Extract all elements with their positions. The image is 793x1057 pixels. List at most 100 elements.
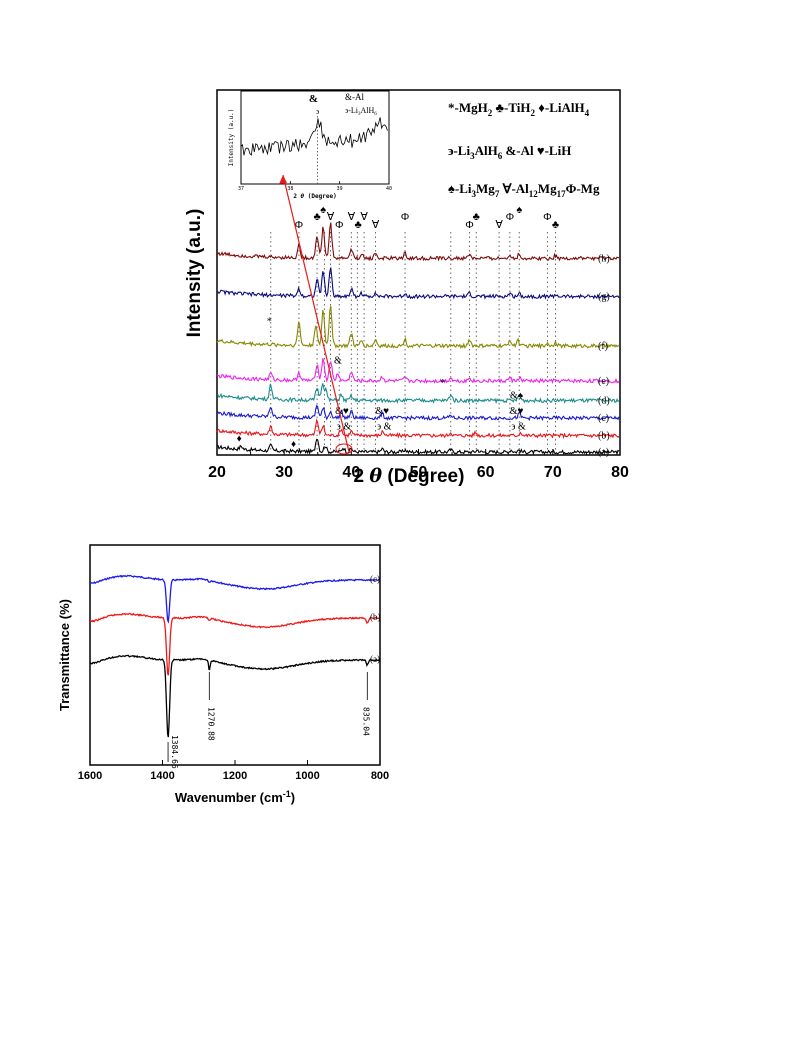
inset-series-line (240, 117, 388, 156)
xrd-legend-subscript: 3 (472, 189, 477, 199)
inset-peak-marker-amp: & (309, 93, 318, 105)
xrd-peak-marker: Φ (295, 219, 303, 231)
ftir-y-axis-label: Transmittance (%) (57, 599, 72, 711)
ftir-peak-label: 1270.88 (206, 707, 215, 741)
inset-legend-al: &-Al (345, 92, 364, 102)
xrd-legend-line: ♠-Li3Mg7 ∀-Al12Mg17Φ-Mg (448, 181, 600, 199)
inset-peak-marker-ref: ϶ (316, 107, 319, 116)
xrd-peak-marker: ∀ (372, 219, 380, 231)
ftir-series-line (89, 612, 381, 676)
inset-arrow-head (279, 175, 287, 184)
xrd-peak-marker: Φ (543, 211, 551, 223)
ftir-series-label: (b) (370, 612, 381, 622)
xrd-x-axis-label: 2 θ (Degree) (354, 465, 465, 487)
xrd-peak-marker: ♦ (237, 434, 242, 445)
xrd-peak-marker: ϶ & (511, 421, 526, 432)
xrd-legend-text: Φ-Mg (566, 181, 600, 196)
xrd-peak-marker: & (334, 355, 342, 366)
ftir-chart: (c) (b) (a) 1600 1400 1200 1000 800 1384.66 127… (57, 544, 389, 805)
xrd-peak-marker: ∀ (327, 211, 335, 223)
xrd-legend-line: *-MgH2 ♣-TiH2 ♦-LiAlH4 (448, 100, 590, 118)
xrd-series-label: (e) (598, 376, 609, 387)
xrd-series-labels: (a) (b) (c) (d) (e) (f) (g) (h) (598, 253, 610, 458)
xrd-legend-subscript: 12 (529, 189, 539, 199)
xrd-series-label: (c) (598, 413, 609, 424)
xrd-series-label: (b) (598, 431, 610, 442)
inset-x-axis-label: 2 θ (Degree) (293, 193, 336, 200)
xrd-legend-text: Mg (538, 181, 557, 196)
xrd-x-ticks: 20 30 40 50 60 70 80 (208, 449, 629, 481)
ftir-series-line (89, 654, 381, 738)
xrd-peak-marker: &♥ (510, 406, 524, 417)
xrd-tick-label: 50 (410, 464, 428, 481)
xrd-peak-marker: ϶ & (377, 421, 392, 432)
inset-xlabel-number: 2 (293, 193, 300, 200)
xrd-peak-marker: ϶ & (337, 421, 352, 432)
xrd-legend-text: ∀-Al (499, 181, 529, 196)
xrd-peak-marker: ∀ (348, 211, 356, 223)
xrd-legend-text: ♦-LiAlH (535, 100, 585, 115)
xrd-peak-marker: Φ (506, 211, 514, 223)
xrd-peak-marker: * (267, 316, 272, 327)
ftir-x-ticks: 1600 1400 1200 1000 800 (78, 760, 389, 782)
inset-tick-label: 37 (238, 186, 244, 192)
xrd-peak-marker: Φ (335, 219, 343, 231)
ftir-tick-label: 1600 (78, 770, 102, 782)
xrd-series-line (216, 222, 620, 262)
xrd-peak-marker: ♣ (354, 219, 361, 231)
xrd-series-label: (d) (598, 396, 610, 407)
xrd-series-line (216, 305, 620, 350)
ftir-xlabel-text: Wavenumber (cm (175, 790, 283, 805)
inset-legend-subscript: 3 (358, 112, 361, 117)
xrd-peak-marker: &♠ (510, 390, 524, 401)
xrd-peak-marker: ♠ (516, 204, 522, 216)
xrd-peak-marker: Φ (401, 211, 409, 223)
ftir-tick-label: 1400 (150, 770, 174, 782)
inset-pointer-arrow (282, 174, 350, 453)
inset-xlabel-theta: θ (301, 193, 305, 200)
xrd-legend-subscript: 17 (557, 189, 567, 199)
inset-legend-text: ϶-Li (345, 106, 359, 115)
xrd-legend-text: *-MgH (448, 100, 488, 115)
xrd-legend-text: ♠-Li (448, 181, 472, 196)
highlight-circle (335, 443, 353, 455)
xrd-legend-line: ϶-Li3AlH6 &-Al ♥-LiH (448, 143, 571, 161)
xrd-legend-subscript: 4 (585, 108, 590, 118)
xrd-series-label: (h) (598, 253, 610, 264)
xrd-series-line (216, 383, 620, 405)
inset-tick-label: 40 (386, 186, 392, 192)
xrd-xlabel-number: 2 (354, 466, 370, 487)
xrd-legend-text: ϶-Li (448, 143, 470, 158)
xrd-legend-subscript: 7 (495, 189, 500, 199)
ftir-plot-frame (89, 544, 381, 766)
xrd-chart: Φ♣♠∀Φ∀♣∀∀ΦΦ♣∀Φ♠Φ♣*&*&♠&♥ &♥ &♥϶ & ϶ & ϶ &♦ ♦ … (184, 89, 629, 487)
ftir-peak-label: 1384.66 (170, 735, 179, 769)
xrd-series-line (216, 267, 620, 300)
ftir-series-label: (a) (370, 654, 380, 664)
xrd-peak-marker: ♣ (313, 211, 320, 223)
inset-legend-text: AlH (361, 106, 375, 115)
xrd-series-label: (a) (598, 447, 609, 458)
ftir-tick-label: 1200 (223, 770, 247, 782)
xrd-y-axis-label: Intensity (a.u.) (184, 209, 205, 338)
xrd-legend: *-MgH2 ♣-TiH2 ♦-LiAlH4 ϶-Li3AlH6 &-Al ♥-L… (448, 100, 600, 199)
xrd-series-line (216, 358, 620, 385)
xrd-legend-subscript: 3 (470, 151, 475, 161)
ftir-series-group: (c) (b) (a) (89, 574, 381, 738)
xrd-series-label: (f) (598, 341, 608, 352)
ftir-tick-label: 1000 (295, 770, 319, 782)
xrd-xlabel-unit: (Degree) (382, 466, 464, 487)
xrd-tick-label: 30 (275, 464, 293, 481)
xrd-legend-text: ♣-TiH (492, 100, 530, 115)
ftir-x-axis-label: Wavenumber (cm-1) (175, 789, 295, 805)
ftir-xlabel-superscript: -1 (283, 789, 291, 799)
xrd-peak-marker: ∀ (495, 219, 503, 231)
ftir-peak-label: 835.04 (361, 707, 370, 736)
inset-tick-label: 38 (287, 186, 293, 192)
xrd-peak-marker: ♦ (291, 439, 296, 450)
xrd-reference-lines (270, 232, 557, 452)
xrd-peak-marker: &♥ (335, 406, 349, 417)
xrd-legend-text: &-Al ♥-LiH (502, 143, 571, 158)
ftir-series-label: (c) (370, 574, 380, 584)
